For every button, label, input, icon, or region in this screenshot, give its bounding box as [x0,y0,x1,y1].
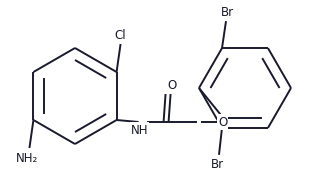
Text: Br: Br [211,158,224,171]
Text: Br: Br [220,6,233,19]
Text: O: O [218,115,227,129]
Text: NH₂: NH₂ [16,152,38,164]
Text: Cl: Cl [115,28,126,42]
Text: O: O [167,79,176,92]
Text: NH: NH [131,123,148,136]
